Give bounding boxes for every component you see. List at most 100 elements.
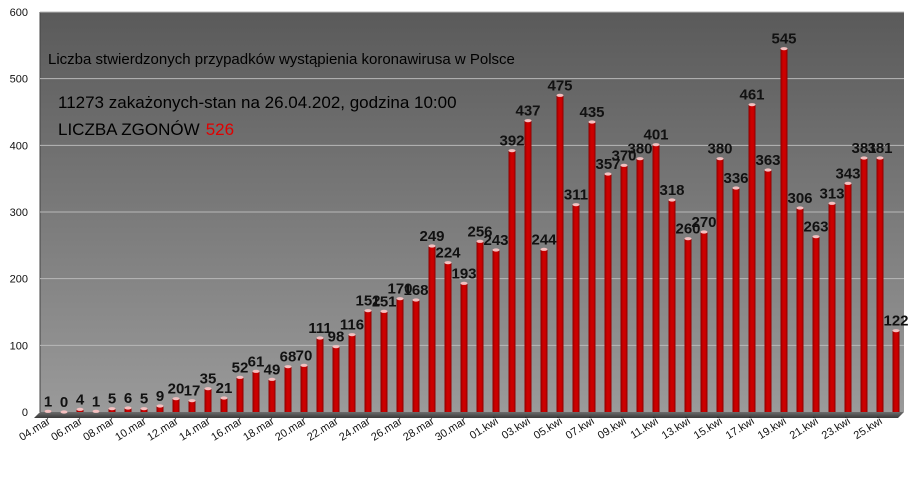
bar-top — [556, 93, 564, 97]
bar-top — [220, 396, 228, 400]
bar-body — [892, 330, 900, 412]
bar — [572, 203, 580, 412]
x-tick-label: 12.mar — [145, 415, 181, 443]
bar-body — [828, 203, 836, 412]
bar-body — [220, 398, 228, 412]
bar-top — [796, 206, 804, 210]
x-tick-label: 01.kwi — [468, 415, 501, 442]
x-tick-label: 04.mar — [17, 415, 53, 443]
bar-body — [124, 408, 132, 412]
bar — [44, 409, 52, 413]
bar-top — [604, 172, 612, 176]
bar — [460, 281, 468, 412]
bar-top — [172, 397, 180, 401]
y-tick-label: 200 — [10, 274, 28, 286]
bar-top — [428, 244, 436, 248]
bar-body — [380, 311, 388, 412]
bar-top — [668, 198, 676, 202]
bar-top — [460, 281, 468, 285]
bar-body — [140, 408, 148, 412]
data-label: 545 — [771, 31, 796, 48]
bar-body — [668, 200, 676, 412]
bar-body — [252, 371, 260, 412]
data-label: 4 — [76, 391, 85, 408]
bar — [748, 103, 756, 413]
x-tick-label: 14.mar — [177, 415, 213, 443]
bar-body — [780, 48, 788, 413]
bar-top — [636, 157, 644, 161]
x-tick-label: 03.kwi — [500, 415, 533, 442]
y-tick-label: 400 — [10, 140, 28, 152]
bar — [364, 309, 372, 412]
data-label: 122 — [883, 313, 908, 330]
bar-top — [620, 163, 628, 167]
deaths-line: LICZBA ZGONÓW 526 — [58, 120, 234, 139]
x-tick-label: 08.mar — [81, 415, 117, 443]
bar-top — [716, 157, 724, 161]
bar-body — [572, 204, 580, 412]
data-label: 52 — [232, 359, 249, 376]
data-label: 17 — [184, 383, 201, 400]
bar — [732, 186, 740, 412]
bar — [444, 261, 452, 412]
bar — [860, 156, 868, 412]
bar-body — [172, 398, 180, 412]
bar — [540, 247, 548, 412]
x-tick-label: 18.mar — [241, 415, 277, 443]
data-label: 437 — [515, 103, 540, 120]
bar-body — [268, 379, 276, 412]
data-label: 381 — [851, 140, 876, 157]
bar-body — [108, 408, 116, 412]
data-label: 313 — [819, 185, 844, 202]
bar-body — [204, 388, 212, 412]
bar — [716, 157, 724, 412]
info-line: 11273 zakażonych-stan na 26.04.202, godz… — [58, 93, 457, 112]
bar-top — [268, 377, 276, 381]
bar-top — [860, 156, 868, 160]
data-label: 461 — [739, 87, 764, 104]
data-label: 401 — [643, 127, 668, 144]
data-label: 193 — [451, 265, 476, 282]
bar-top — [748, 103, 756, 107]
bar-body — [428, 246, 436, 412]
bar — [588, 120, 596, 412]
bar — [92, 409, 100, 413]
x-tick-label: 23.kwi — [820, 415, 853, 442]
y-tick-label: 300 — [10, 207, 28, 219]
data-label: 381 — [867, 140, 892, 157]
bar-top — [892, 329, 900, 333]
data-label: 168 — [403, 282, 428, 299]
gridlines — [40, 11, 904, 346]
data-label: 20 — [168, 381, 185, 398]
data-label: 380 — [627, 141, 652, 158]
bar — [476, 239, 484, 412]
x-tick-label: 06.mar — [49, 415, 85, 443]
bar — [220, 396, 228, 412]
bar — [204, 387, 212, 412]
data-label: 306 — [787, 190, 812, 207]
x-tick-label: 25.kwi — [852, 415, 885, 442]
bar — [156, 404, 164, 412]
data-label: 336 — [723, 170, 748, 187]
y-tick-label: 100 — [10, 340, 28, 352]
x-tick-label: 16.mar — [209, 415, 245, 443]
bar — [124, 406, 132, 412]
x-tick-label: 24.mar — [337, 415, 373, 443]
bar — [300, 363, 308, 412]
bar-body — [156, 406, 164, 412]
data-label: 435 — [579, 104, 604, 121]
data-label: 5 — [140, 391, 148, 408]
bar — [524, 119, 532, 413]
bar — [380, 309, 388, 412]
data-label: 357 — [595, 156, 620, 173]
data-label: 263 — [803, 219, 828, 236]
data-label: 311 — [564, 187, 588, 204]
data-label: 1 — [92, 393, 100, 410]
data-label: 70 — [296, 347, 313, 364]
data-label: 152 — [355, 293, 380, 310]
data-label: 170 — [387, 281, 412, 298]
bar-top — [236, 375, 244, 379]
x-tick-label: 11.kwi — [628, 415, 660, 441]
bar-top — [732, 186, 740, 190]
bar-body — [476, 241, 484, 412]
